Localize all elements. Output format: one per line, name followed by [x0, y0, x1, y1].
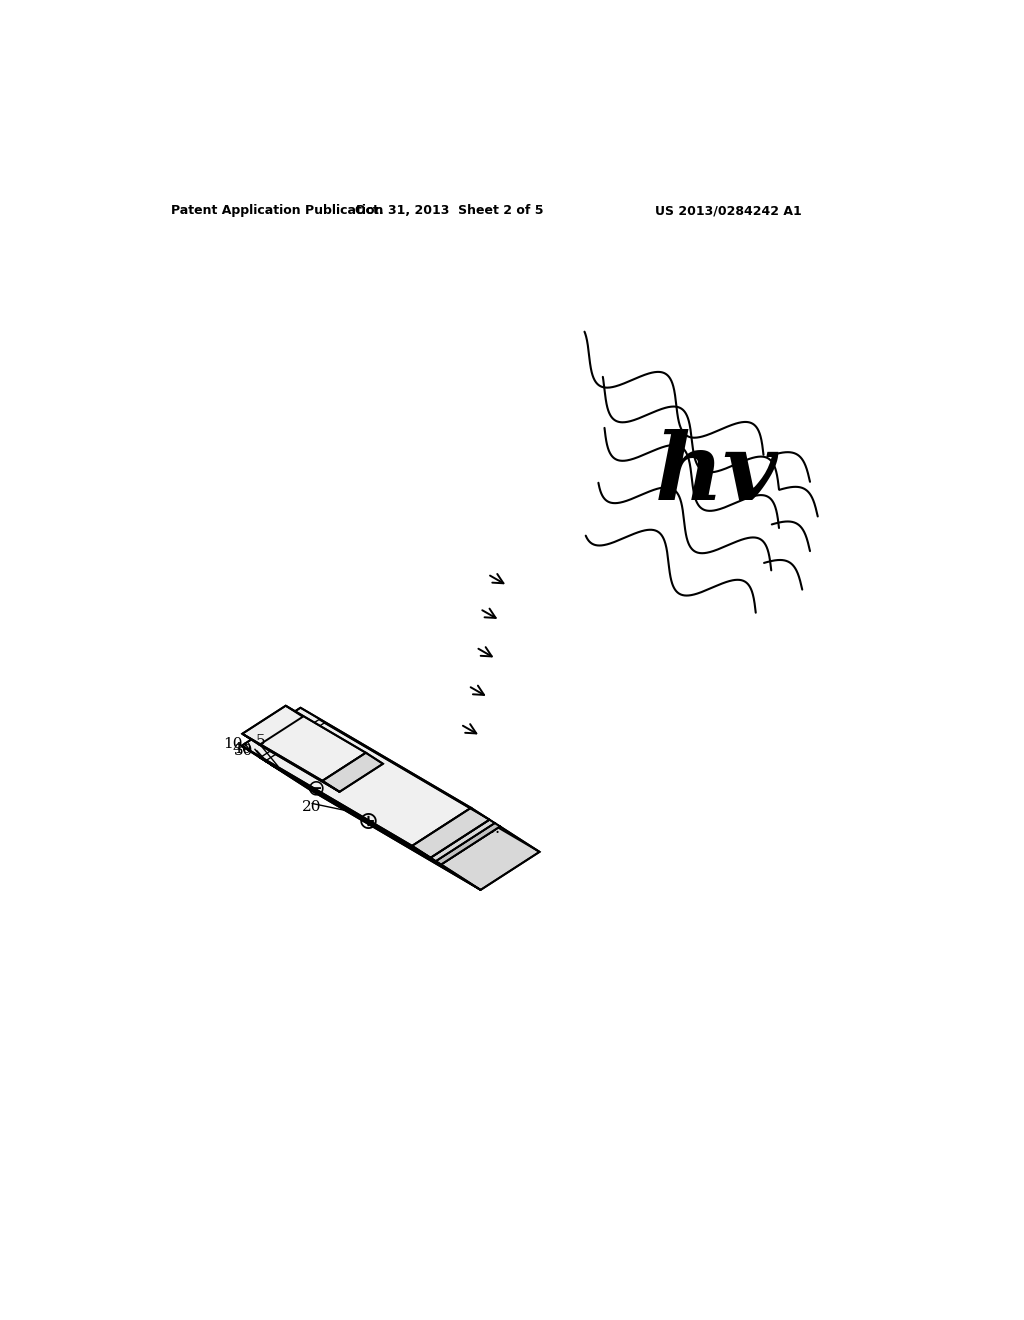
Text: Oct. 31, 2013  Sheet 2 of 5: Oct. 31, 2013 Sheet 2 of 5	[355, 205, 544, 218]
Text: 30: 30	[233, 743, 253, 758]
Polygon shape	[270, 764, 480, 890]
Polygon shape	[270, 726, 500, 865]
Text: $\ominus$: $\ominus$	[306, 780, 325, 800]
Polygon shape	[265, 762, 441, 865]
Text: 5: 5	[255, 734, 265, 748]
Polygon shape	[441, 826, 540, 890]
Polygon shape	[260, 719, 489, 858]
Text: Figure 2.: Figure 2.	[423, 820, 500, 837]
Polygon shape	[260, 758, 436, 861]
Polygon shape	[242, 746, 430, 858]
Polygon shape	[265, 723, 495, 861]
Text: hv: hv	[655, 429, 778, 519]
Polygon shape	[243, 734, 340, 792]
Polygon shape	[243, 706, 366, 781]
Polygon shape	[242, 708, 471, 846]
Text: 20: 20	[302, 800, 322, 814]
Polygon shape	[323, 752, 383, 792]
Polygon shape	[436, 824, 500, 865]
Text: $\oplus$: $\oplus$	[356, 810, 378, 834]
Polygon shape	[430, 820, 495, 861]
Polygon shape	[412, 808, 489, 858]
Text: Patent Application Publication: Patent Application Publication	[171, 205, 383, 218]
Text: 10: 10	[223, 737, 243, 751]
Text: US 2013/0284242 A1: US 2013/0284242 A1	[655, 205, 802, 218]
Text: 40: 40	[232, 742, 252, 756]
